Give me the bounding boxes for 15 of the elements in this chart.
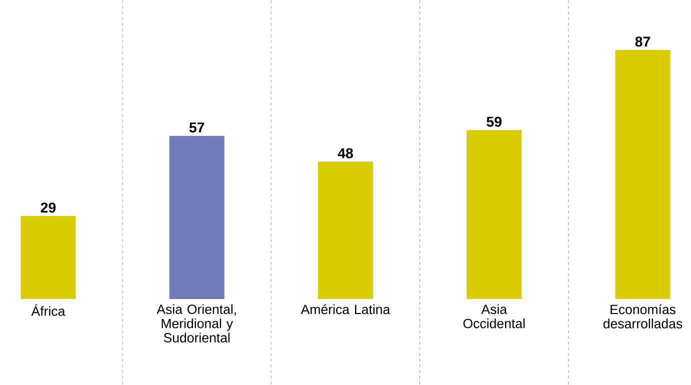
x-tick-label: Asia Oriental, Meridional y Sudoriental (156, 304, 236, 343)
data-label: 48 (338, 148, 353, 158)
data-label: 29 (40, 202, 56, 213)
bar (318, 162, 374, 300)
bar (20, 216, 76, 300)
bar (169, 136, 224, 300)
x-tick-label: Asia Occidental (463, 304, 525, 328)
x-tick-label: Economías desarrolladas (603, 304, 682, 329)
bar (615, 50, 670, 300)
x-tick-label: África (31, 304, 66, 316)
x-tick-label: América Latina (300, 304, 390, 314)
data-label: 57 (189, 122, 204, 133)
bar (466, 130, 522, 300)
data-label: 59 (486, 116, 502, 127)
data-label: 87 (635, 36, 650, 47)
